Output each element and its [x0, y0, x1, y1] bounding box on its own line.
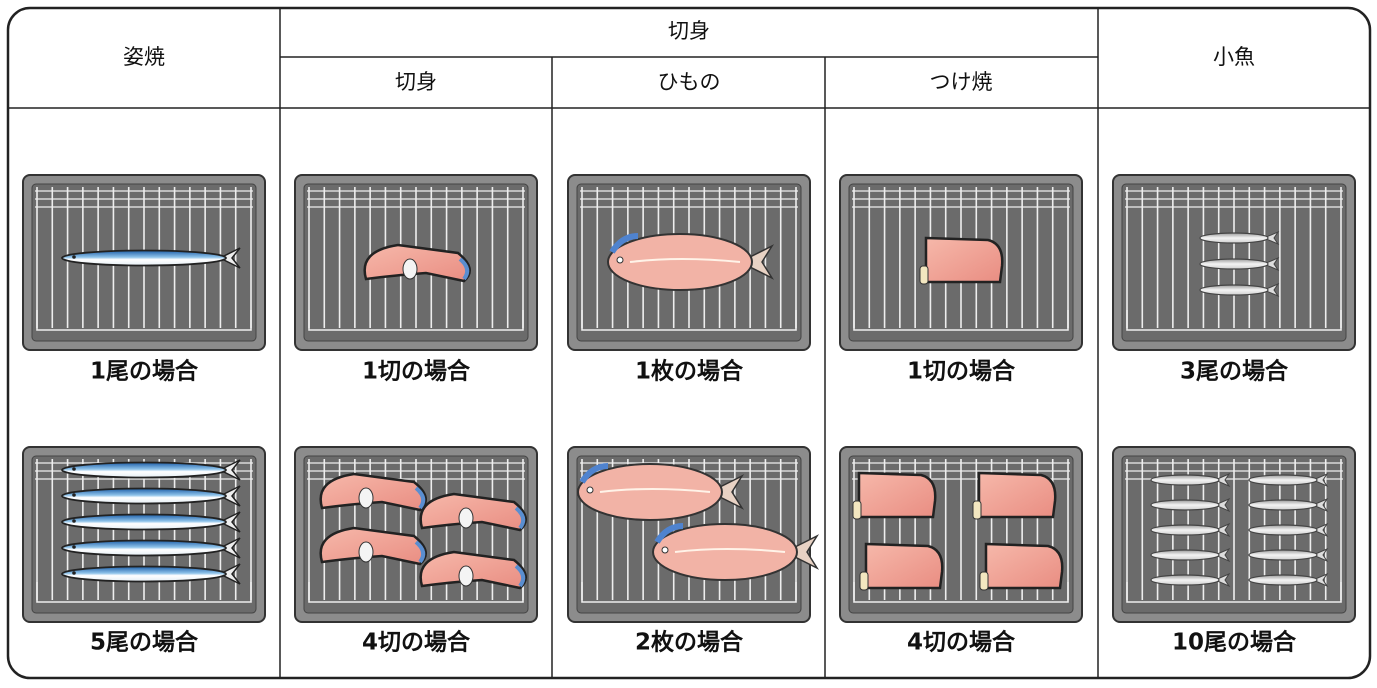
salmon-cut: [419, 550, 527, 590]
small-fish: [1199, 256, 1280, 272]
marinated-cut: [859, 542, 944, 591]
small-fish: [1150, 547, 1231, 563]
caption: 1枚の場合: [635, 358, 744, 385]
dried-fish: [577, 463, 745, 521]
saury: [61, 563, 241, 585]
sub-header: ひもの: [658, 70, 721, 94]
caption: 4切の場合: [362, 629, 471, 656]
small-fish: [1150, 497, 1231, 513]
saury: [61, 537, 241, 559]
marinated-cut: [852, 471, 937, 520]
header: 小魚: [1213, 45, 1255, 69]
salmon-cut: [419, 492, 527, 532]
dried-fish: [652, 523, 820, 581]
caption: 4切の場合: [907, 629, 1016, 656]
small-fish: [1248, 522, 1329, 538]
salmon-cut: [363, 243, 471, 283]
caption: 1切の場合: [362, 358, 471, 385]
marinated-cut: [979, 542, 1064, 591]
caption: 5尾の場合: [90, 629, 199, 656]
dried-fish: [607, 233, 775, 291]
grid: [8, 8, 1370, 678]
small-fish: [1248, 572, 1329, 588]
header: 切身: [668, 19, 710, 43]
small-fish: [1248, 547, 1329, 563]
salmon-cut: [319, 472, 427, 512]
small-fish: [1199, 230, 1280, 246]
saury: [61, 247, 241, 269]
caption: 3尾の場合: [1180, 358, 1289, 385]
marinated-cut: [972, 471, 1057, 520]
small-fish: [1150, 472, 1231, 488]
small-fish: [1150, 522, 1231, 538]
caption: 1切の場合: [907, 358, 1016, 385]
salmon-cut: [319, 526, 427, 566]
grill: [1112, 446, 1356, 623]
caption: 1尾の場合: [90, 358, 199, 385]
saury: [61, 485, 241, 507]
header: 姿焼: [123, 45, 165, 69]
sub-header: つけ焼: [930, 70, 993, 94]
small-fish: [1248, 472, 1329, 488]
saury: [61, 511, 241, 533]
marinated-cut: [919, 236, 1004, 285]
saury: [61, 459, 241, 481]
caption: 2枚の場合: [635, 629, 744, 656]
small-fish: [1248, 497, 1329, 513]
caption: 10尾の場合: [1172, 629, 1297, 656]
small-fish: [1150, 572, 1231, 588]
sub-header: 切身: [395, 70, 437, 94]
small-fish: [1199, 282, 1280, 298]
